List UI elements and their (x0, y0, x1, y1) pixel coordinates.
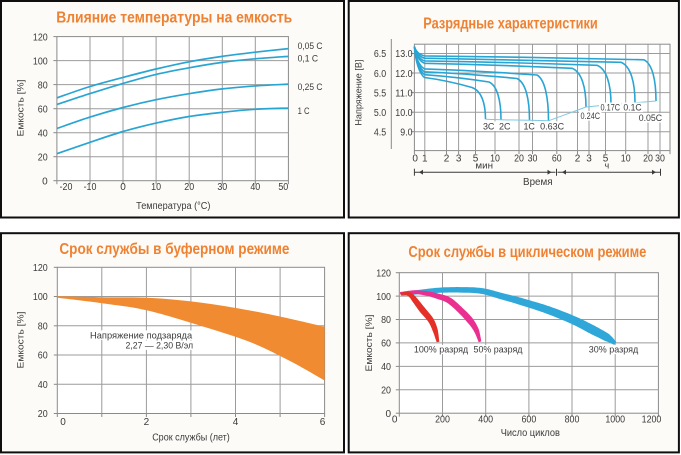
svg-text:20: 20 (381, 386, 391, 397)
svg-text:Разрядные характеристики: Разрядные характеристики (423, 16, 598, 33)
svg-text:6.5: 6.5 (374, 49, 387, 60)
svg-text:120: 120 (376, 268, 391, 279)
svg-text:Емкость [%]: Емкость [%] (16, 312, 27, 369)
svg-text:5.0: 5.0 (374, 108, 387, 119)
svg-text:20: 20 (514, 153, 524, 164)
svg-text:4: 4 (233, 417, 239, 428)
svg-text:100% разряд: 100% разряд (414, 345, 469, 356)
svg-text:1 C: 1 C (298, 106, 310, 116)
svg-text:20: 20 (643, 153, 653, 164)
svg-text:40: 40 (38, 128, 48, 139)
svg-text:-20: -20 (60, 182, 73, 193)
svg-text:10.0: 10.0 (395, 108, 413, 119)
svg-text:2C: 2C (499, 121, 511, 132)
svg-text:20: 20 (184, 182, 194, 193)
svg-text:0,25 C: 0,25 C (298, 82, 323, 92)
svg-text:100: 100 (376, 292, 391, 303)
svg-text:0.17C: 0.17C (601, 103, 621, 114)
svg-text:0: 0 (120, 182, 126, 193)
svg-text:120: 120 (33, 263, 48, 274)
svg-text:12.0: 12.0 (395, 69, 413, 80)
svg-text:0: 0 (392, 414, 398, 425)
svg-text:Влияние температуры на емкость: Влияние температуры на емкость (56, 10, 292, 27)
svg-text:ч: ч (604, 160, 609, 170)
svg-text:60: 60 (38, 351, 48, 362)
svg-text:50: 50 (278, 182, 288, 193)
svg-text:30: 30 (528, 153, 538, 164)
svg-text:2: 2 (144, 417, 150, 428)
svg-text:мин: мин (475, 160, 493, 170)
svg-text:Напряжение [В]: Напряжение [В] (354, 60, 365, 126)
svg-text:6.0: 6.0 (374, 69, 387, 80)
svg-text:0: 0 (385, 409, 391, 420)
svg-text:-10: -10 (84, 182, 97, 193)
svg-text:120: 120 (33, 32, 48, 43)
svg-text:3C: 3C (483, 121, 495, 132)
svg-text:0,05 C: 0,05 C (298, 41, 323, 51)
svg-text:1: 1 (422, 153, 428, 164)
svg-text:0.63C: 0.63C (540, 121, 564, 132)
svg-text:11.0: 11.0 (395, 88, 413, 99)
svg-text:4.5: 4.5 (374, 127, 387, 138)
svg-text:9.0: 9.0 (400, 127, 413, 138)
svg-text:20: 20 (38, 409, 48, 420)
svg-text:Срок службы в циклическом режи: Срок службы в циклическом режиме (408, 244, 646, 261)
svg-text:3: 3 (586, 153, 592, 164)
svg-text:Срок службы (лет): Срок службы (лет) (152, 432, 230, 444)
svg-text:400: 400 (478, 414, 493, 425)
svg-text:Емкость [%]: Емкость [%] (16, 80, 27, 137)
svg-text:2,27 — 2,30 В/эл: 2,27 — 2,30 В/эл (126, 340, 194, 351)
svg-text:5.5: 5.5 (374, 88, 387, 99)
svg-text:60: 60 (381, 339, 391, 350)
svg-text:Емкость [%]: Емкость [%] (364, 315, 375, 372)
svg-text:0,1 C: 0,1 C (298, 53, 319, 63)
svg-text:50% разряд: 50% разряд (474, 345, 523, 356)
svg-text:2: 2 (444, 153, 450, 164)
svg-text:1C: 1C (523, 121, 535, 132)
svg-text:30% разряд: 30% разряд (589, 345, 639, 356)
svg-text:10: 10 (490, 153, 500, 164)
svg-text:Время: Время (523, 177, 553, 188)
svg-text:20: 20 (38, 152, 48, 163)
svg-text:0: 0 (60, 417, 66, 428)
svg-text:100: 100 (33, 292, 48, 303)
svg-text:Напряжение подзаряда: Напряжение подзаряда (90, 330, 193, 341)
svg-text:0.24C: 0.24C (581, 111, 601, 122)
svg-text:13.0: 13.0 (395, 49, 413, 60)
svg-text:600: 600 (522, 414, 537, 425)
svg-text:0.05C: 0.05C (639, 113, 663, 124)
svg-text:2: 2 (575, 153, 581, 164)
svg-text:Температура (°C): Температура (°C) (136, 201, 210, 212)
svg-text:80: 80 (38, 80, 48, 91)
svg-text:200: 200 (435, 414, 450, 425)
svg-text:5: 5 (603, 153, 609, 164)
svg-text:10: 10 (621, 153, 631, 164)
svg-text:6: 6 (320, 417, 326, 428)
svg-text:0: 0 (42, 176, 48, 187)
svg-text:30: 30 (655, 153, 665, 164)
svg-text:0: 0 (412, 153, 418, 164)
svg-text:1200: 1200 (642, 414, 662, 425)
svg-text:80: 80 (381, 315, 391, 326)
svg-text:100: 100 (33, 56, 48, 67)
svg-text:Срок службы в буферном режиме: Срок службы в буферном режиме (59, 241, 289, 258)
svg-text:800: 800 (565, 414, 580, 425)
svg-text:80: 80 (38, 322, 48, 333)
svg-text:30: 30 (217, 182, 227, 193)
svg-text:10: 10 (151, 182, 161, 193)
svg-text:60: 60 (552, 153, 562, 164)
svg-text:40: 40 (250, 182, 260, 193)
svg-text:60: 60 (38, 104, 48, 115)
svg-text:3: 3 (456, 153, 462, 164)
svg-text:0.1C: 0.1C (623, 103, 641, 114)
svg-text:40: 40 (381, 362, 391, 373)
svg-text:40: 40 (38, 380, 48, 391)
svg-text:1000: 1000 (605, 414, 625, 425)
svg-text:Число циклов: Число циклов (501, 428, 560, 439)
svg-text:5: 5 (473, 153, 479, 164)
